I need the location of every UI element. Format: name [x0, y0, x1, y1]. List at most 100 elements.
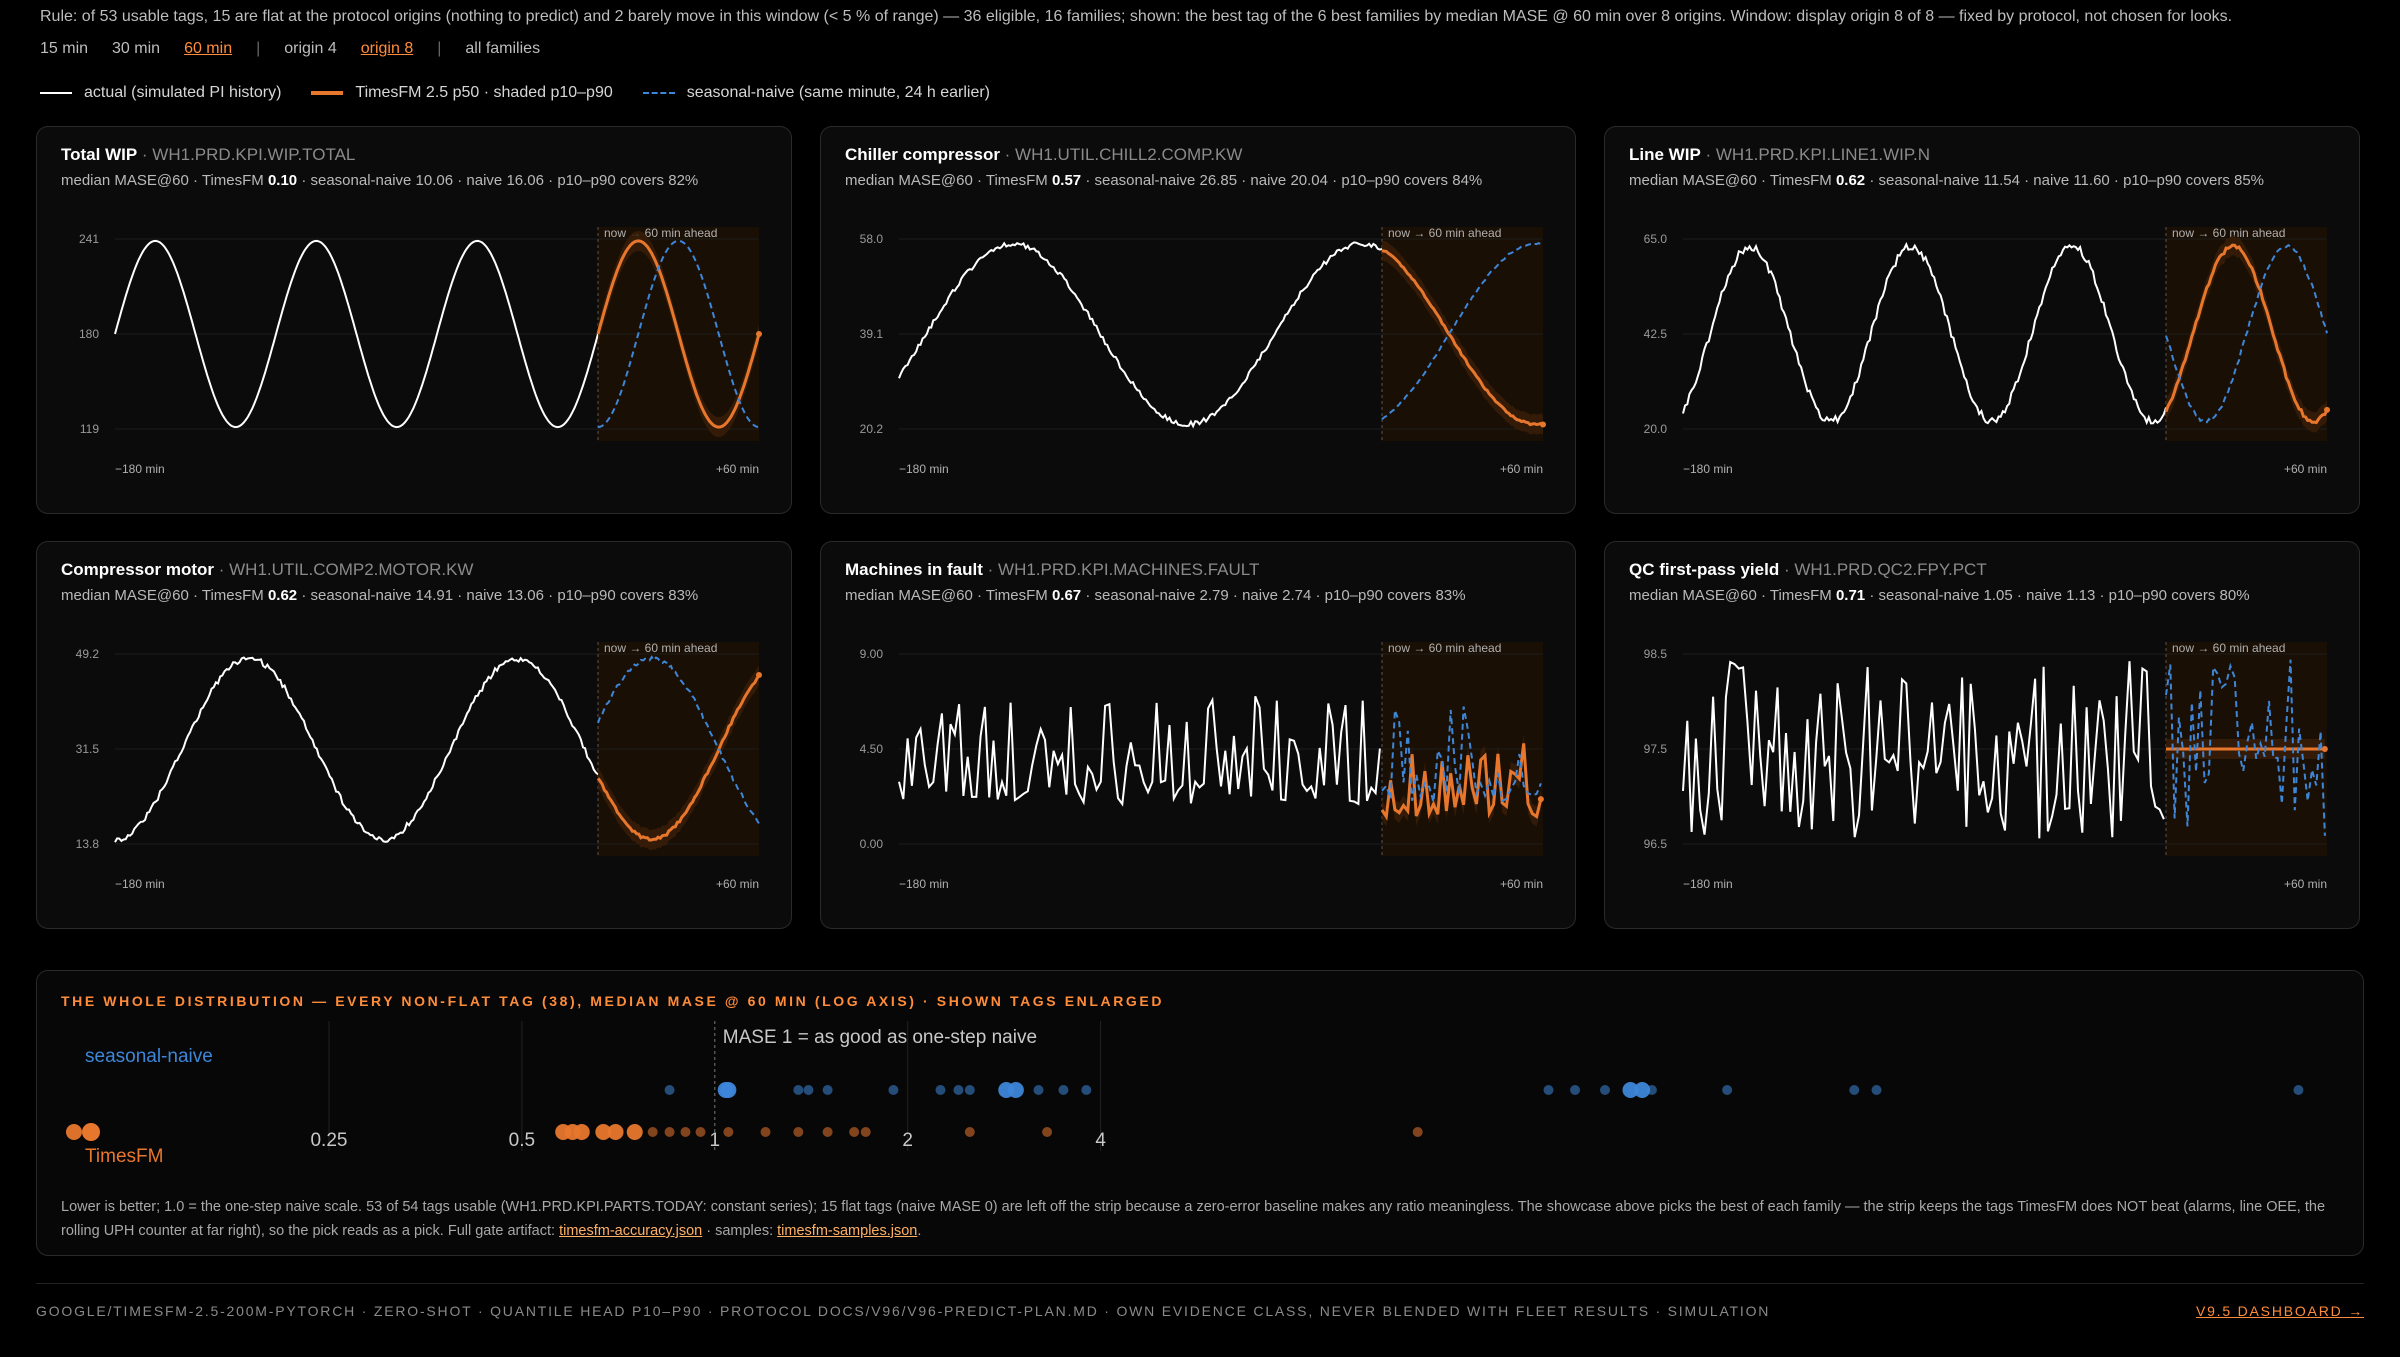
- y-tick-label: 13.8: [76, 837, 100, 851]
- note-text: · samples:: [702, 1223, 778, 1239]
- tab-30min[interactable]: 30 min: [112, 40, 161, 57]
- chart-metrics: median MASE@60 · TimesFM 0.62 · seasonal…: [61, 587, 699, 604]
- tab-separator: |: [256, 40, 261, 57]
- timesfm-end-point: [756, 672, 762, 679]
- distribution-point: [1871, 1085, 1882, 1095]
- x-tick-right: +60 min: [1500, 462, 1543, 476]
- x-tick-right: +60 min: [2284, 462, 2327, 476]
- line-chart: 241 180 119 now → 60 min ahead −180 min +60 m…: [79, 226, 762, 476]
- naive-line: [597, 655, 760, 825]
- x-tick-label: 4: [1095, 1130, 1106, 1151]
- footer-text: GOOGLE/TIMESFM-2.5-200M-PYTORCH · ZERO-S…: [36, 1303, 1771, 1319]
- tab-15min[interactable]: 15 min: [40, 40, 89, 57]
- chart-card: Compressor motor · WH1.UTIL.COMP2.MOTOR.…: [36, 541, 792, 929]
- distribution-point: [1849, 1085, 1860, 1095]
- timesfm-end-point: [2321, 746, 2328, 752]
- now-label: now → 60 min ahead: [2172, 226, 2285, 240]
- distribution-point: [888, 1085, 899, 1095]
- chart-name: Compressor motor: [61, 560, 215, 579]
- distribution-point: [1042, 1127, 1053, 1137]
- actual-line: [898, 241, 1383, 429]
- legend-timesfm: TimesFM 2.5 p50 · shaded p10–p90: [311, 84, 613, 102]
- y-tick-label: 31.5: [76, 742, 100, 756]
- note-text: .: [917, 1223, 922, 1239]
- naive-line: [2165, 244, 2328, 424]
- series-label: TimesFM: [85, 1146, 163, 1167]
- x-tick-right: +60 min: [1500, 877, 1543, 891]
- samples-link[interactable]: timesfm-samples.json: [777, 1223, 918, 1239]
- naive-line: [1381, 706, 1542, 803]
- timesfm-mase: 0.10: [267, 172, 298, 189]
- timesfm-mase: 0.71: [1835, 587, 1866, 604]
- chart-tag: · WH1.UTIL.CHILL2.COMP.KW: [999, 145, 1243, 164]
- line-chart: 9.00 4.50 0.00 now → 60 min ahead −180 min +6…: [860, 641, 1544, 891]
- legend-naive: seasonal-naive (same minute, 24 h earlie…: [642, 84, 990, 102]
- distribution-point: [964, 1085, 975, 1095]
- distribution-point: [793, 1127, 804, 1137]
- chart-metrics: median MASE@60 · TimesFM 0.67 · seasonal…: [845, 587, 1466, 604]
- legend-actual: actual (simulated PI history): [40, 84, 281, 102]
- timesfm-mase: 0.62: [1835, 172, 1866, 189]
- timesfm-end-point: [1537, 796, 1544, 803]
- distribution-point: [2293, 1085, 2304, 1095]
- distribution-point: [860, 1127, 871, 1137]
- chart-name: Chiller compressor: [845, 145, 1000, 164]
- distribution-point: [664, 1085, 675, 1095]
- timesfm-band: [2166, 235, 2327, 433]
- timesfm-mase: 0.62: [267, 587, 298, 604]
- distribution-point: [1058, 1085, 1069, 1095]
- chart-title: QC first-pass yield · WH1.PRD.QC2.FPY.PC…: [1629, 560, 1987, 580]
- chart-tag: · WH1.PRD.KPI.WIP.TOTAL: [137, 145, 356, 164]
- x-tick-left: −180 min: [1683, 462, 1733, 476]
- timesfm-line: [596, 674, 761, 842]
- legend-timesfm-swatch: [311, 91, 344, 95]
- chart-metrics: median MASE@60 · TimesFM 0.71 · seasonal…: [1629, 587, 2250, 604]
- tab-origin-8[interactable]: origin 8: [360, 40, 414, 57]
- accuracy-link[interactable]: timesfm-accuracy.json: [559, 1223, 703, 1239]
- series-marker: [82, 1123, 100, 1141]
- distribution-point: [1412, 1127, 1423, 1137]
- distribution-point: [647, 1127, 658, 1137]
- legend-timesfm-label: TimesFM 2.5 p50 · shaded p10–p90: [355, 84, 613, 101]
- y-tick-label: 96.5: [1644, 837, 1668, 851]
- distribution-point: [935, 1085, 946, 1095]
- chart-title: Line WIP · WH1.PRD.KPI.LINE1.WIP.N: [1629, 145, 1930, 165]
- distribution-point: [760, 1127, 771, 1137]
- series-label: seasonal-naive: [85, 1046, 213, 1067]
- y-tick-label: 20.2: [860, 422, 884, 436]
- distribution-point: [1622, 1082, 1639, 1098]
- y-tick-label: 97.5: [1644, 742, 1668, 756]
- now-label: now → 60 min ahead: [1388, 641, 1501, 655]
- distribution-point: [626, 1124, 643, 1140]
- chart-name: Line WIP: [1629, 145, 1701, 164]
- y-tick-label: 20.0: [1644, 422, 1668, 436]
- chart-name: QC first-pass yield: [1629, 560, 1780, 579]
- timesfm-line: [596, 239, 761, 429]
- actual-line: [898, 695, 1381, 807]
- distribution-strip: 0.25 0.5 1 2 4 MASE 1 = as good as one-step n…: [65, 1021, 2304, 1167]
- chart-metrics: median MASE@60 · TimesFM 0.62 · seasonal…: [1629, 172, 2265, 189]
- distribution-point: [720, 1082, 737, 1098]
- distribution-point: [695, 1127, 706, 1137]
- distribution-heading: THE WHOLE DISTRIBUTION — EVERY NON-FLAT …: [61, 993, 1165, 1009]
- chart-title: Compressor motor · WH1.UTIL.COMP2.MOTOR.…: [61, 560, 473, 580]
- view-tabs: 15 min 30 min 60 min | origin 4 origin 8…: [40, 40, 564, 58]
- tab-all-families[interactable]: all families: [465, 40, 541, 57]
- distribution-point: [793, 1085, 804, 1095]
- x-tick-label: 0.5: [509, 1130, 535, 1151]
- timesfm-line: [1380, 743, 1543, 821]
- line-chart: 58.0 39.1 20.2 now → 60 min ahead −180 min +6…: [860, 226, 1546, 476]
- x-tick-right: +60 min: [716, 462, 759, 476]
- timesfm-mase: 0.67: [1051, 587, 1082, 604]
- timesfm-mase: 0.57: [1051, 172, 1082, 189]
- chart-tag: · WH1.PRD.QC2.FPY.PCT: [1779, 560, 1987, 579]
- y-tick-label: 9.00: [860, 647, 884, 661]
- x-tick-label: 1: [710, 1130, 721, 1151]
- footer-divider: [36, 1283, 2364, 1284]
- chart-title: Chiller compressor · WH1.UTIL.CHILL2.COM…: [845, 145, 1242, 165]
- tab-60min[interactable]: 60 min: [184, 40, 233, 57]
- distribution-point: [1007, 1082, 1024, 1098]
- dashboard-link[interactable]: V9.5 DASHBOARD →: [2195, 1303, 2364, 1319]
- tab-origin-4[interactable]: origin 4: [284, 40, 337, 57]
- chart-legend: actual (simulated PI history) TimesFM 2.…: [40, 84, 1020, 102]
